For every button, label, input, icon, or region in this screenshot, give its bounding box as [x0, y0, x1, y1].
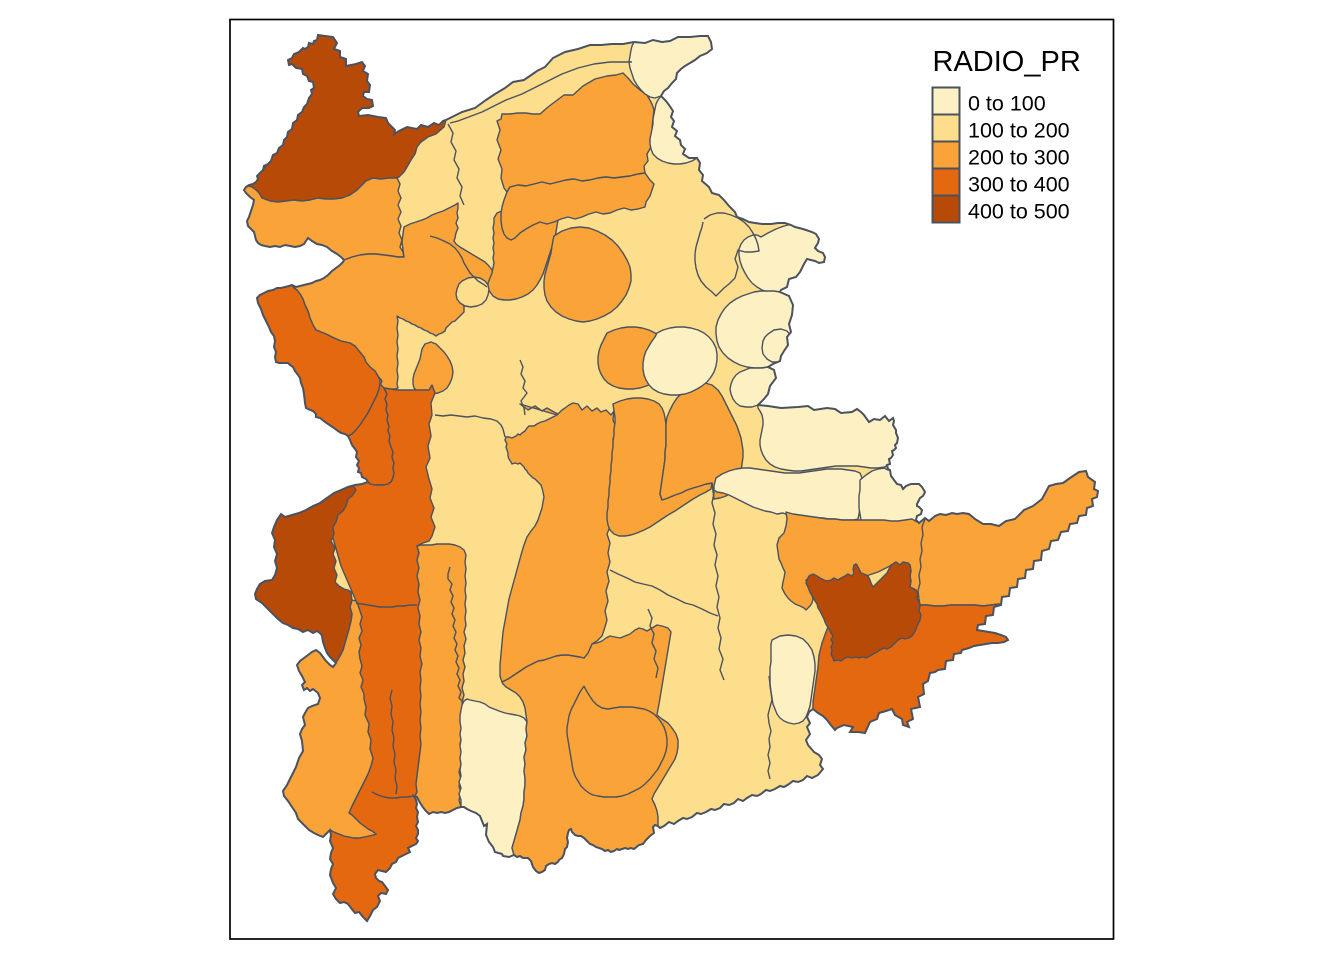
svg-text:300 to 400: 300 to 400: [968, 173, 1070, 197]
svg-text:400 to 500: 400 to 500: [968, 200, 1070, 224]
svg-text:100 to 200: 100 to 200: [968, 119, 1070, 143]
svg-text:200 to 300: 200 to 300: [968, 146, 1070, 170]
svg-text:0 to 100: 0 to 100: [968, 92, 1046, 116]
svg-text:RADIO_PR: RADIO_PR: [933, 46, 1081, 78]
